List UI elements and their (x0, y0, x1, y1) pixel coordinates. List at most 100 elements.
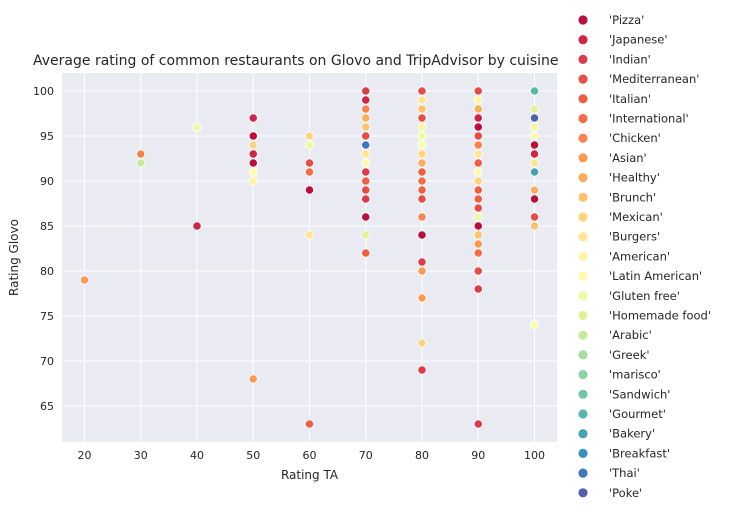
legend-label: 'Asian' (609, 151, 647, 165)
data-point (473, 158, 483, 168)
legend-marker (577, 487, 589, 499)
data-point (417, 122, 427, 132)
data-point (304, 419, 315, 429)
legend-marker (577, 388, 589, 400)
data-point (361, 149, 371, 159)
data-point (304, 158, 315, 168)
data-point (417, 338, 427, 348)
legend-marker (577, 467, 589, 479)
y-tick-label: 80 (40, 265, 54, 278)
data-point (529, 185, 540, 195)
data-point (248, 167, 258, 177)
legend-marker (577, 211, 589, 223)
data-point (417, 266, 427, 276)
data-point (417, 149, 427, 159)
data-point (473, 131, 483, 141)
x-tick-label: 100 (524, 449, 545, 462)
data-point (417, 293, 427, 303)
data-point (417, 86, 427, 96)
data-point (417, 167, 427, 177)
data-point (417, 230, 427, 240)
legend-marker (577, 152, 589, 164)
data-points (79, 86, 540, 429)
legend-label: 'Thai' (609, 466, 640, 480)
data-point (529, 86, 540, 96)
data-point (529, 167, 540, 177)
data-point (529, 212, 540, 222)
data-point (361, 230, 371, 240)
legend-label: 'American' (609, 249, 670, 263)
legend-label: 'Chicken' (609, 131, 661, 145)
data-point (248, 149, 258, 159)
data-point (529, 320, 540, 330)
legend-marker (577, 428, 589, 440)
x-axis-label: Rating TA (281, 468, 339, 482)
data-point (248, 158, 258, 168)
data-point (473, 95, 483, 105)
data-point (473, 104, 483, 114)
data-point (304, 185, 315, 195)
data-point (136, 158, 146, 168)
legend-label: 'Bakery' (609, 427, 655, 441)
data-point (361, 167, 371, 177)
legend-label: 'Indian' (609, 52, 651, 66)
data-point (473, 140, 483, 150)
data-point (361, 248, 371, 258)
data-point (473, 248, 483, 258)
data-point (304, 131, 315, 141)
data-point (473, 221, 483, 231)
x-tick-label: 50 (246, 449, 260, 462)
data-point (417, 365, 427, 375)
data-point (417, 104, 427, 114)
legend-marker (577, 34, 589, 46)
legend-marker (577, 14, 589, 26)
legend-label: 'Pizza' (609, 13, 644, 27)
data-point (529, 104, 540, 114)
y-tick-label: 100 (33, 85, 54, 98)
data-point (529, 158, 540, 168)
data-point (304, 140, 315, 150)
data-point (248, 374, 258, 384)
data-point (361, 158, 371, 168)
data-point (529, 221, 540, 231)
data-point (417, 212, 427, 222)
legend-marker (577, 329, 589, 341)
data-point (417, 194, 427, 204)
data-point (248, 131, 258, 141)
y-axis-ticks: 65 70 75 80 85 90 95 100 (33, 85, 54, 413)
data-point (248, 176, 258, 186)
legend-marker (577, 93, 589, 105)
data-point (417, 176, 427, 186)
data-point (361, 194, 371, 204)
data-point (529, 113, 540, 123)
x-tick-label: 90 (471, 449, 485, 462)
legend-marker (577, 73, 589, 85)
data-point (79, 275, 90, 285)
legend-label: 'marisco' (609, 368, 661, 382)
legend-marker (577, 132, 589, 144)
legend-label: 'Greek' (609, 348, 650, 362)
legend-label: 'Breakfast' (609, 446, 670, 460)
legend-marker (577, 113, 589, 124)
y-tick-label: 90 (40, 175, 54, 188)
legend-marker (577, 290, 589, 302)
legend-label: 'Gluten free' (609, 289, 680, 303)
legend-marker (577, 250, 589, 262)
data-point (304, 230, 315, 240)
data-point (473, 185, 483, 195)
data-point (417, 140, 427, 150)
legend-label: 'Latin American' (609, 269, 702, 283)
data-point (417, 95, 427, 105)
data-point (473, 86, 483, 96)
data-point (529, 194, 540, 204)
data-point (304, 167, 315, 177)
legend-label: 'Mediterranean' (609, 72, 699, 86)
data-point (361, 104, 371, 114)
data-point (473, 113, 483, 123)
data-point (361, 176, 371, 186)
y-tick-label: 85 (40, 220, 54, 233)
legend-label: 'Gourmet' (609, 407, 666, 421)
legend-marker (577, 172, 589, 184)
legend-marker (577, 408, 589, 420)
data-point (361, 113, 371, 123)
